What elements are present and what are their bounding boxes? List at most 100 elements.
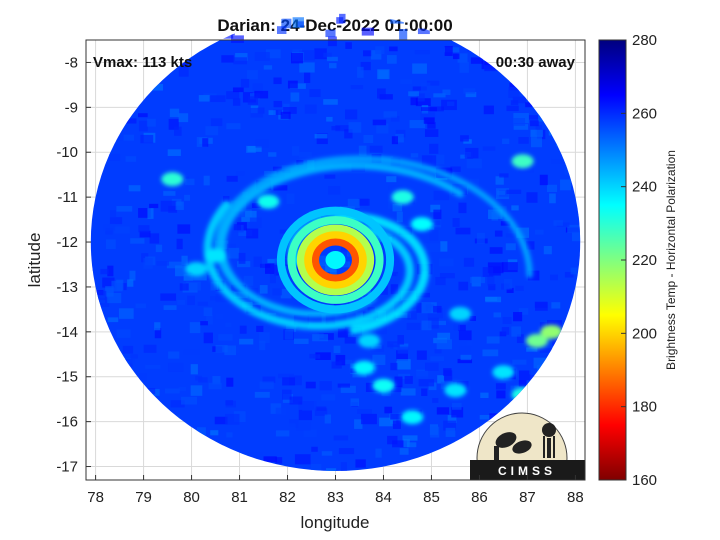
texture-cell — [539, 15, 549, 26]
texture-cell — [105, 239, 116, 250]
texture-cell — [530, 137, 543, 148]
texture-cell — [139, 372, 148, 382]
texture-cell — [226, 91, 240, 100]
texture-cell — [118, 308, 134, 319]
texture-cell — [383, 111, 398, 118]
texture-cell — [209, 95, 226, 103]
texture-cell — [338, 359, 353, 364]
texture-cell — [539, 174, 548, 186]
texture-cell — [539, 348, 554, 353]
texture-cell — [196, 427, 206, 439]
texture-cell — [282, 377, 296, 386]
y-tick-label: -14 — [56, 324, 78, 341]
texture-cell — [333, 435, 349, 441]
texture-cell — [533, 357, 549, 369]
texture-cell — [313, 255, 328, 266]
texture-cell — [316, 133, 328, 145]
texture-cell — [254, 90, 269, 99]
texture-cell — [526, 241, 535, 250]
texture-cell — [512, 359, 527, 365]
texture-cell — [288, 419, 299, 428]
texture-cell — [116, 329, 131, 338]
texture-cell — [323, 99, 338, 105]
y-tick-label: -15 — [56, 369, 78, 386]
texture-cell — [228, 247, 240, 259]
texture-cell — [265, 49, 281, 59]
colorbar-ticks: 160 180 200 220 240 260 280 — [621, 32, 657, 489]
texture-cell — [249, 217, 262, 228]
texture-cell — [399, 448, 409, 455]
x-axis-label: longitude — [300, 513, 369, 532]
texture-cell — [372, 119, 387, 126]
texture-cell — [427, 122, 436, 129]
texture-cell — [284, 329, 294, 340]
texture-cell — [516, 334, 524, 344]
texture-cell — [321, 451, 333, 456]
y-tick-label: -12 — [56, 234, 78, 251]
texture-cell — [512, 118, 526, 126]
texture-cell — [354, 419, 363, 429]
texture-cell — [469, 178, 479, 188]
texture-cell — [534, 229, 544, 235]
texture-cell — [185, 178, 195, 186]
texture-cell — [340, 462, 347, 472]
rainband — [218, 162, 464, 318]
texture-cell — [315, 406, 327, 411]
texture-cell — [103, 223, 116, 231]
time-away-label: 00:30 away — [496, 54, 576, 71]
texture-cell — [232, 87, 244, 93]
texture-cell — [241, 210, 257, 222]
texture-cell — [393, 343, 409, 349]
texture-cell — [203, 332, 213, 344]
texture-cell — [466, 158, 482, 169]
texture-cell — [268, 110, 276, 115]
texture-cell — [225, 322, 232, 328]
texture-cell — [255, 139, 269, 148]
texture-cell — [430, 204, 441, 213]
texture-cell — [511, 326, 521, 337]
texture-cell — [505, 233, 517, 238]
texture-cell — [432, 154, 445, 165]
texture-cell — [406, 322, 421, 331]
texture-cell — [345, 109, 358, 120]
colorbar-tick-label: 200 — [632, 325, 657, 342]
texture-cell — [178, 113, 189, 123]
texture-cell — [412, 63, 427, 74]
texture-cell — [102, 277, 115, 288]
texture-cell — [143, 258, 153, 269]
texture-cell — [397, 335, 405, 345]
texture-cell — [410, 153, 419, 158]
texture-cell — [180, 62, 189, 68]
texture-cell — [339, 13, 346, 24]
y-tick-label: -13 — [56, 279, 78, 296]
texture-cell — [350, 398, 360, 407]
texture-cell — [401, 243, 412, 253]
texture-cell — [511, 205, 519, 211]
texture-cell — [379, 94, 393, 100]
convective-cell — [391, 190, 414, 205]
texture-cell — [235, 189, 243, 197]
texture-cell — [460, 135, 469, 142]
texture-cell — [296, 160, 304, 165]
texture-cell — [515, 285, 524, 291]
texture-cell — [129, 270, 136, 281]
texture-cell — [226, 123, 241, 130]
texture-cell — [339, 261, 351, 268]
texture-cell — [333, 345, 341, 354]
texture-cell — [190, 385, 203, 396]
texture-cell — [360, 61, 371, 71]
texture-cell — [412, 86, 427, 91]
texture-cell — [278, 373, 294, 379]
texture-cell — [518, 308, 529, 315]
texture-cell — [325, 314, 336, 325]
texture-cell — [116, 13, 132, 19]
texture-cell — [235, 53, 248, 61]
texture-cell — [115, 135, 128, 141]
texture-cell — [107, 317, 119, 323]
texture-cell — [233, 57, 247, 65]
texture-cell — [495, 176, 504, 185]
texture-cell — [386, 176, 397, 183]
texture-cell — [403, 439, 410, 448]
colorbar-tick-label: 160 — [632, 472, 657, 489]
texture-cell — [107, 265, 114, 277]
